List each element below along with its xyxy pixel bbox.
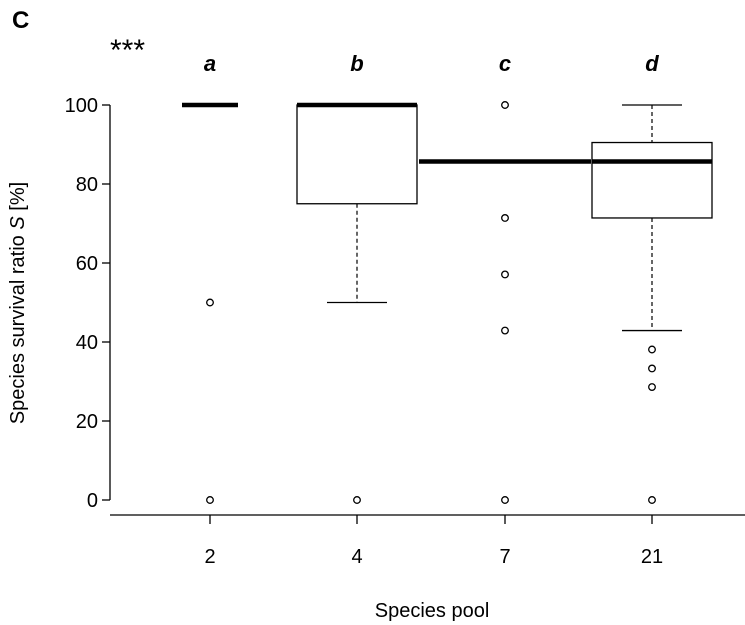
group-letter: b [350, 51, 363, 76]
x-tick-label: 7 [499, 546, 510, 568]
box-iqr [296, 104, 418, 205]
axes [109, 105, 745, 516]
box-group-2: a [182, 51, 238, 504]
outlier-point [206, 496, 214, 504]
outlier-point [501, 326, 509, 335]
outlier-point [648, 364, 656, 373]
y-axis-title-unit: [%] [7, 182, 29, 216]
outlier-point [501, 101, 509, 109]
box-iqr [591, 141, 713, 219]
y-tick-label: 40 [76, 332, 98, 354]
group-letter: a [204, 51, 216, 76]
y-axis-title-prefix: Species survival ratio [7, 230, 29, 425]
outlier-point [501, 270, 509, 279]
outlier-point [501, 496, 509, 504]
box-group-21: d [591, 51, 713, 504]
y-tick-label: 100 [65, 95, 98, 117]
axis-labels: 0 20 40 60 80 100 2 4 7 21 [65, 95, 664, 568]
box-group-7: c [419, 51, 591, 504]
y-axis-title-variable: S [7, 216, 29, 230]
outlier-point [648, 496, 656, 504]
outlier-point [501, 214, 509, 222]
group-letter: c [499, 51, 511, 76]
box-marks: a b c d [182, 51, 713, 504]
outlier-point [648, 383, 656, 391]
y-tick-label: 20 [76, 411, 98, 433]
box-group-4: b [296, 51, 418, 504]
x-tick-label: 4 [351, 546, 362, 568]
x-tick-label: 21 [641, 546, 663, 568]
y-tick-label: 60 [76, 253, 98, 275]
y-tick-label: 0 [87, 490, 98, 512]
outlier-point [648, 345, 656, 354]
significance-stars: *** [110, 34, 145, 67]
group-letter: d [645, 51, 659, 76]
y-axis-title: Species survival ratio S [%] [7, 182, 29, 424]
outlier-point [206, 298, 214, 307]
y-tick-label: 80 [76, 174, 98, 196]
outlier-point [353, 496, 361, 504]
x-tick-label: 2 [204, 546, 215, 568]
panel-label: C [12, 7, 29, 34]
x-axis-title: Species pool [375, 600, 490, 622]
